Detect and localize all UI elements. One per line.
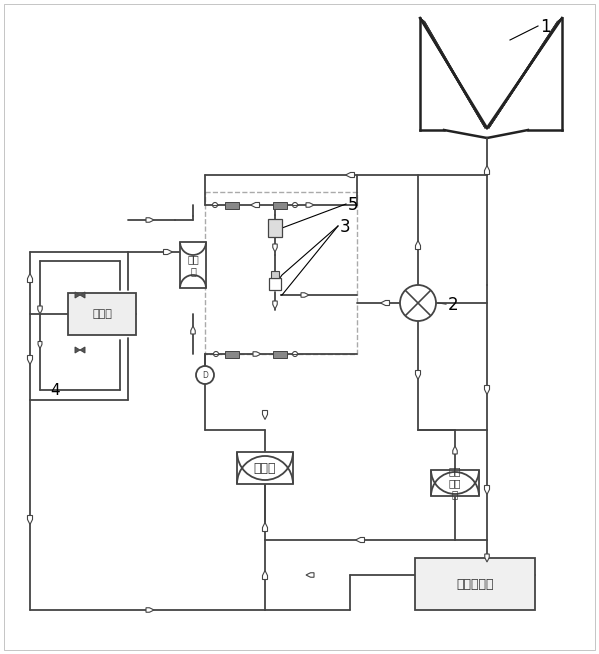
Bar	[180, 242, 206, 288]
Bar	[273, 351, 287, 358]
Text: 经济器: 经济器	[92, 309, 112, 319]
Polygon shape	[453, 446, 457, 454]
Bar	[271, 271, 279, 278]
Polygon shape	[146, 218, 154, 222]
Text: 储液
罐: 储液 罐	[187, 254, 199, 276]
Polygon shape	[301, 293, 309, 297]
Polygon shape	[346, 173, 355, 177]
Polygon shape	[416, 241, 420, 249]
Bar	[273, 201, 287, 209]
Polygon shape	[80, 292, 85, 298]
Polygon shape	[250, 203, 259, 207]
Polygon shape	[485, 165, 489, 175]
Polygon shape	[380, 300, 389, 305]
Polygon shape	[75, 292, 80, 298]
Text: 1: 1	[540, 18, 550, 36]
Bar	[415, 558, 535, 610]
Polygon shape	[75, 347, 80, 353]
Polygon shape	[306, 573, 314, 577]
Circle shape	[196, 366, 214, 384]
Polygon shape	[262, 523, 268, 532]
Polygon shape	[38, 306, 43, 314]
Polygon shape	[416, 371, 420, 379]
Text: 4: 4	[50, 383, 60, 398]
Polygon shape	[146, 608, 154, 612]
Polygon shape	[28, 515, 32, 525]
Polygon shape	[28, 273, 32, 283]
Text: 气液
分离
器: 气液 分离 器	[449, 466, 461, 500]
Polygon shape	[355, 538, 365, 543]
Circle shape	[213, 203, 217, 207]
Bar	[205, 192, 357, 354]
Bar	[225, 351, 239, 358]
Text: 室内换热器: 室内换热器	[456, 577, 494, 591]
Polygon shape	[306, 203, 314, 207]
Bar	[268, 219, 282, 237]
Text: D: D	[202, 371, 208, 379]
Polygon shape	[273, 301, 277, 309]
Polygon shape	[38, 341, 42, 349]
Bar	[269, 278, 281, 290]
Polygon shape	[262, 570, 268, 579]
Polygon shape	[485, 485, 489, 494]
Polygon shape	[80, 347, 85, 353]
Circle shape	[292, 203, 298, 207]
Polygon shape	[28, 356, 32, 364]
Polygon shape	[190, 326, 195, 334]
Bar	[431, 470, 479, 496]
Polygon shape	[262, 411, 268, 419]
Bar	[237, 452, 293, 484]
Polygon shape	[485, 554, 489, 562]
Polygon shape	[273, 244, 277, 252]
Polygon shape	[164, 249, 173, 254]
Bar	[225, 201, 239, 209]
Text: 压缩机: 压缩机	[254, 462, 276, 475]
Circle shape	[400, 285, 436, 321]
Text: 2: 2	[448, 296, 459, 314]
Polygon shape	[485, 385, 489, 394]
Bar	[68, 293, 136, 335]
Circle shape	[213, 351, 219, 356]
Text: 5: 5	[348, 196, 358, 214]
Circle shape	[292, 351, 298, 356]
Text: 3: 3	[340, 218, 350, 236]
Polygon shape	[253, 352, 261, 356]
